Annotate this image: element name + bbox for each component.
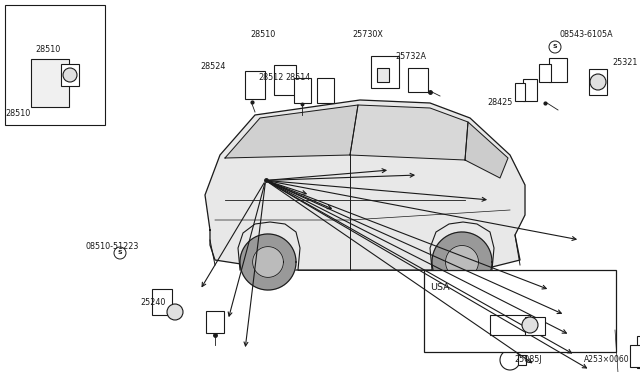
Bar <box>317 77 333 103</box>
Polygon shape <box>253 247 284 278</box>
Circle shape <box>500 350 520 370</box>
Polygon shape <box>240 234 296 290</box>
Bar <box>61 64 79 86</box>
Text: USA: USA <box>430 283 450 292</box>
Text: 25240: 25240 <box>140 298 165 307</box>
Bar <box>408 68 428 92</box>
Bar <box>377 68 389 82</box>
Bar <box>589 69 607 95</box>
Text: S: S <box>553 45 557 49</box>
Bar <box>518 355 526 365</box>
Bar <box>371 56 399 88</box>
Bar <box>274 65 296 95</box>
Bar <box>637 336 640 368</box>
Text: 28524: 28524 <box>200 62 225 71</box>
Text: 08543-6105A: 08543-6105A <box>560 30 614 39</box>
Circle shape <box>549 41 561 53</box>
Bar <box>152 289 172 315</box>
Text: 28510: 28510 <box>5 109 30 118</box>
Circle shape <box>167 304 183 320</box>
Bar <box>206 311 224 333</box>
Bar <box>523 79 537 101</box>
Bar <box>515 83 525 101</box>
Bar <box>5 5 105 125</box>
Circle shape <box>590 74 606 90</box>
Polygon shape <box>432 232 492 292</box>
Bar <box>630 345 640 367</box>
Text: 25732A: 25732A <box>395 52 426 61</box>
Circle shape <box>63 68 77 82</box>
Polygon shape <box>350 105 468 160</box>
Text: 28514: 28514 <box>285 73 310 82</box>
Text: 28510: 28510 <box>250 30 275 39</box>
Text: A253×0060: A253×0060 <box>584 355 630 364</box>
Text: 28512: 28512 <box>258 73 284 82</box>
Text: 28510: 28510 <box>35 45 60 54</box>
Bar <box>294 77 310 103</box>
Bar <box>490 315 530 335</box>
Text: 25085J: 25085J <box>514 355 541 364</box>
Text: 25730X: 25730X <box>352 30 383 39</box>
Text: 28425: 28425 <box>487 98 513 107</box>
Polygon shape <box>205 100 525 270</box>
Bar <box>424 270 616 352</box>
Bar <box>549 58 567 82</box>
Text: S: S <box>118 250 122 256</box>
Bar <box>525 317 545 335</box>
Bar <box>31 59 69 107</box>
Text: 08510-51223: 08510-51223 <box>85 242 138 251</box>
Circle shape <box>114 247 126 259</box>
Polygon shape <box>225 105 358 158</box>
Polygon shape <box>445 246 479 279</box>
Polygon shape <box>465 122 508 178</box>
Text: 25321: 25321 <box>612 58 637 67</box>
Bar <box>539 64 551 82</box>
Circle shape <box>522 317 538 333</box>
Bar <box>245 71 265 99</box>
